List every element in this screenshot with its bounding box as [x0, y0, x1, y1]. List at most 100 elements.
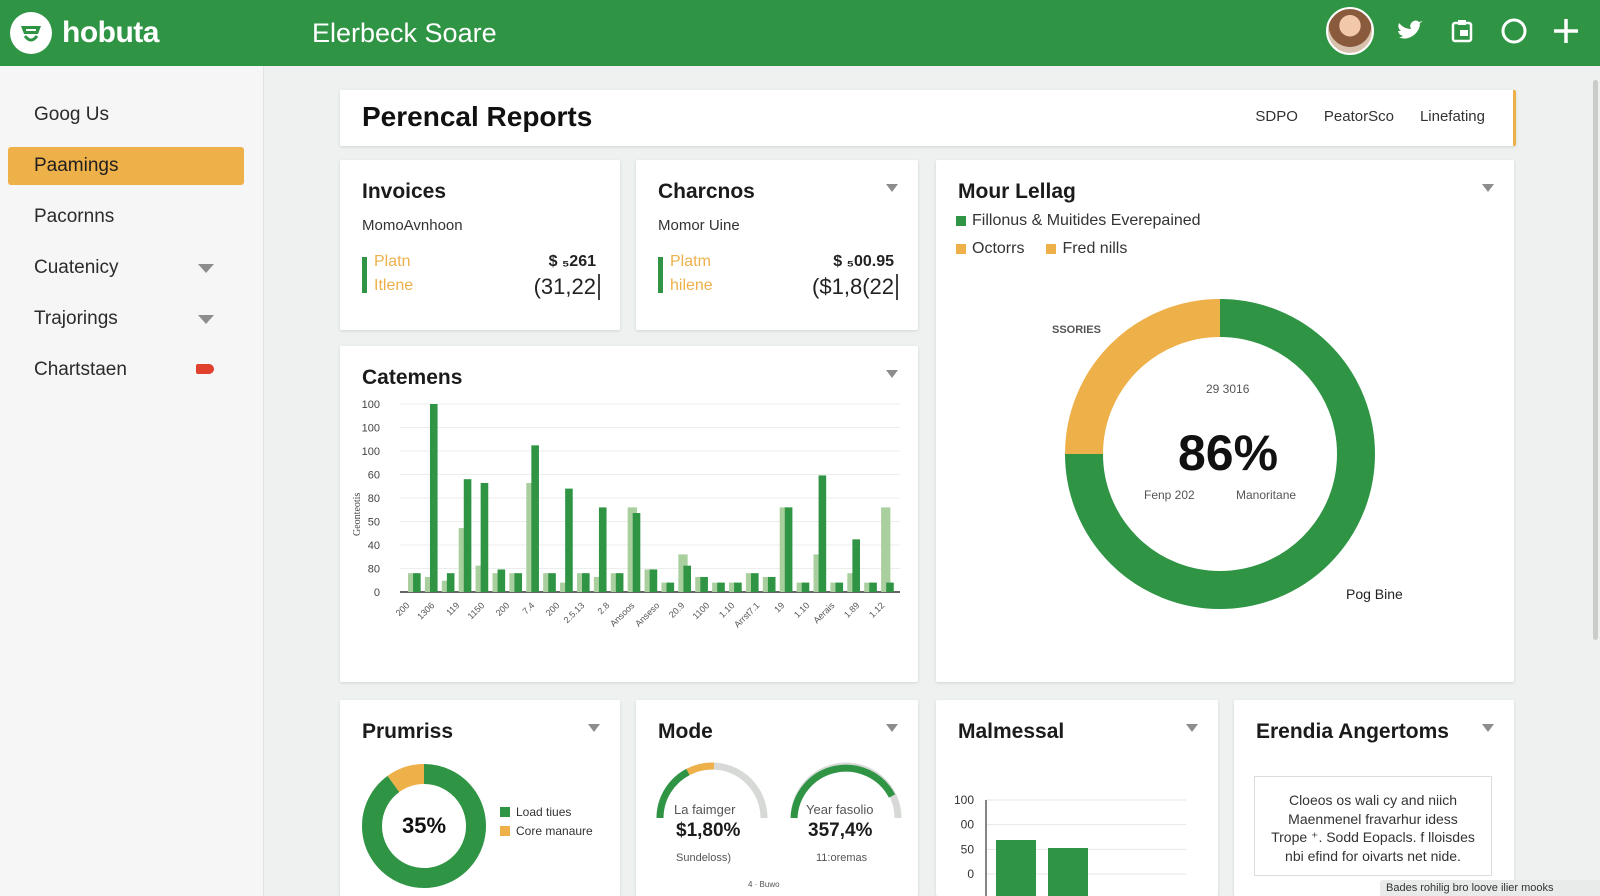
page-header: Perencal Reports SDPO PeatorSco Linefati…: [340, 90, 1516, 146]
bar-light: [509, 573, 519, 592]
bar-dark: [480, 482, 489, 592]
bar-light: [408, 573, 418, 592]
bar-light: [813, 554, 823, 592]
clipboard-icon[interactable]: [1446, 15, 1478, 47]
sidebar-item-label: Cuateniсy: [34, 257, 119, 278]
x-tick-label: 19: [772, 600, 786, 614]
header-link-sdpo[interactable]: SDPO: [1255, 108, 1298, 125]
x-tick-label: 1.12: [867, 600, 886, 619]
metric-label: Platn: [374, 253, 411, 270]
x-tick-label: 2.5.13: [562, 600, 587, 625]
chevron-down-icon[interactable]: [1482, 184, 1494, 192]
bar-dark: [413, 573, 421, 592]
bar-light: [881, 507, 891, 592]
sidebar-item-label: Pacornns: [34, 206, 115, 227]
bar-light: [712, 582, 722, 592]
plus-icon[interactable]: [1550, 15, 1582, 47]
x-tick-label: 1.10: [792, 600, 811, 619]
sidebar-item-pacornns[interactable]: Pacornns: [8, 198, 244, 236]
bar-dark: [615, 573, 624, 592]
note-box: Cloeos os wali cy and niich Maenmenel fr…: [1254, 776, 1492, 876]
y-tick-label: 0: [374, 587, 380, 599]
donut-label: Pog Bine: [1346, 586, 1403, 602]
sidebar-item-cuateniсy[interactable]: Cuateniсy: [8, 249, 244, 287]
y-tick-label: 100: [954, 793, 974, 807]
donut-center-value: 35%: [401, 813, 447, 838]
header-link-linefating[interactable]: Linefating: [1419, 108, 1485, 125]
card-title: Charcnos: [658, 180, 755, 203]
y-tick-label: 80: [368, 564, 380, 576]
sidebar: Goog Us Paamings Pacornns Cuateniсy Traj…: [0, 66, 264, 896]
scrollbar[interactable]: [1593, 80, 1598, 640]
logo[interactable]: hobuta: [10, 12, 300, 54]
sidebar-item-trajorings[interactable]: Trajorings: [8, 300, 244, 338]
chevron-down-icon[interactable]: [1186, 724, 1198, 732]
x-tick-label: 200: [494, 600, 512, 618]
gauge-arc: [686, 762, 715, 776]
y-tick-label: 00: [961, 818, 975, 832]
bar-light: [864, 582, 874, 592]
bar-light: [762, 576, 773, 592]
indicator-bar: [362, 257, 367, 293]
x-tick-label: 20.9: [667, 600, 686, 619]
bar-light: [543, 573, 553, 592]
chevron-down-icon: [198, 264, 214, 273]
card-title: Malmessal: [958, 720, 1065, 743]
donut-slice: [387, 764, 425, 793]
y-tick-label: 60: [368, 470, 380, 482]
logo-text: hobuta: [62, 16, 159, 49]
logo-icon: [10, 12, 52, 54]
metric-value: (31,22: [534, 274, 600, 300]
chevron-down-icon[interactable]: [886, 370, 898, 378]
donut-slice: [1065, 299, 1221, 455]
bar-dark: [666, 582, 675, 592]
y-axis-label: Geonteotis: [352, 493, 363, 536]
bar-dark: [598, 507, 607, 592]
chevron-down-icon[interactable]: [588, 724, 600, 732]
circle-icon[interactable]: [1498, 15, 1530, 47]
erendia-card: Erendia Angertoms Cloeos os wali cy and …: [1234, 700, 1514, 896]
donut-center-value: 86%: [1177, 425, 1279, 481]
card-title: Mode: [658, 720, 713, 743]
bar-light: [492, 573, 502, 592]
legend-item: Octorrs: [956, 240, 1024, 258]
gauge-footnote: 4 · Buwo: [748, 880, 780, 889]
sidebar-item-paamings[interactable]: Paamings: [8, 147, 244, 185]
sidebar-item-chartstaen[interactable]: Chartstaen: [8, 351, 244, 389]
bar-dark: [734, 582, 742, 592]
bar-light: [560, 582, 570, 592]
chevron-down-icon[interactable]: [886, 184, 898, 192]
metric-value: $ ₅00.95: [833, 253, 894, 270]
chevron-down-icon[interactable]: [886, 724, 898, 732]
card-title: Catemens: [362, 366, 463, 389]
bar-light: [745, 573, 756, 592]
bar-dark: [801, 582, 810, 592]
bar-light: [830, 582, 840, 592]
bar-chart: 100 00 50 0: [954, 793, 1186, 896]
bar-light: [796, 582, 806, 592]
bar-dark: [767, 576, 776, 592]
x-tick-label: 119: [444, 600, 461, 617]
card-title: Erendia Angertoms: [1256, 720, 1449, 743]
top-bar: hobuta Elerbeck Soare: [0, 0, 1600, 66]
avatar[interactable]: [1326, 7, 1374, 55]
malmessal-card: Malmessal 100 00 50 0: [936, 700, 1218, 896]
gauge-label: La faimger: [674, 802, 736, 817]
gauge-sub: Sundeloss): [676, 852, 732, 864]
bird-icon[interactable]: [1394, 15, 1426, 47]
metric-label: Platm: [670, 253, 711, 270]
y-tick-label: 50: [961, 842, 975, 856]
bar-dark: [869, 582, 877, 592]
chevron-down-icon[interactable]: [1482, 724, 1494, 732]
bar-light: [576, 573, 587, 592]
donut-slice: [1065, 299, 1375, 609]
sidebar-item-goog-us[interactable]: Goog Us: [8, 96, 244, 134]
x-tick-label: 200: [394, 600, 412, 618]
x-tick-label: Ansoos: [608, 600, 637, 629]
gauge-pair: [656, 762, 902, 819]
donut-center-small: 29 3016: [1206, 382, 1250, 396]
header-link-peatorsco[interactable]: PeatorSco: [1323, 108, 1394, 125]
donut-chart: [362, 764, 486, 888]
gauge-value: $1,80%: [676, 820, 741, 841]
donut-chart: [1065, 299, 1375, 609]
